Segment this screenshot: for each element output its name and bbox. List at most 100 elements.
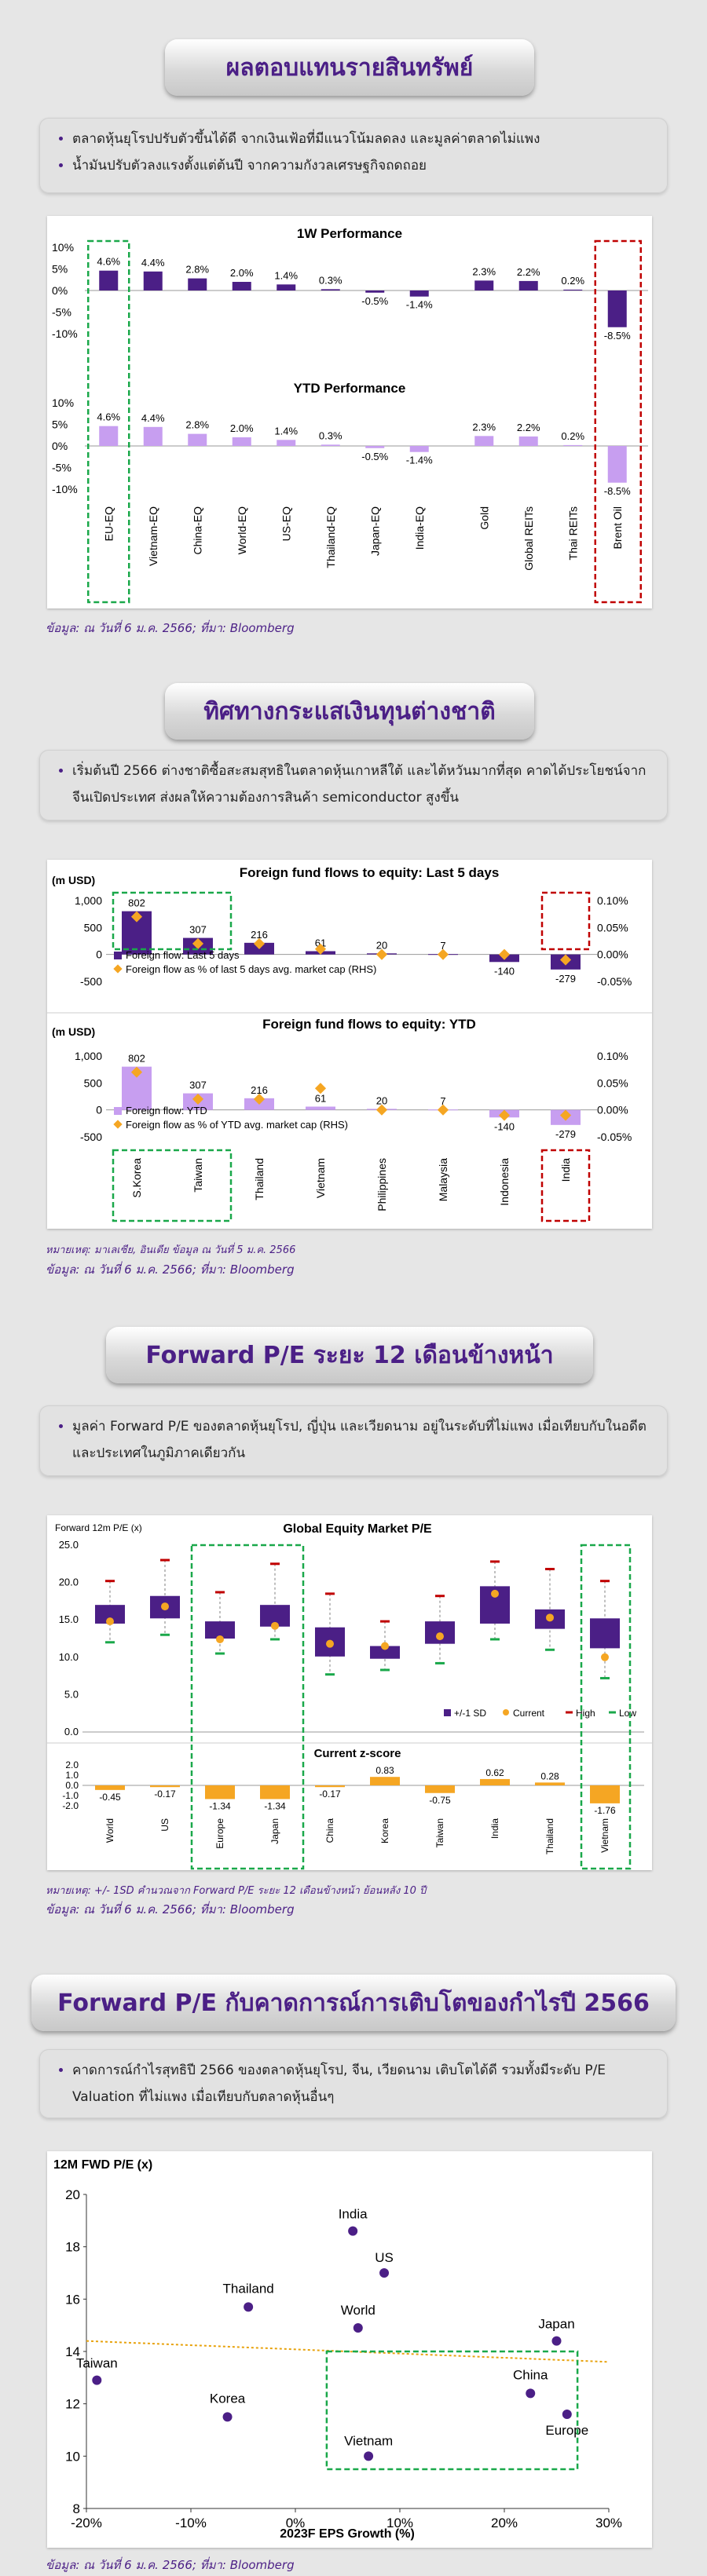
current-marker — [216, 1635, 224, 1643]
data-label: -140 — [494, 1120, 515, 1132]
data-label: -1.34 — [264, 1800, 286, 1811]
section2-title: ทิศทางกระแสเงินทุนต่างชาติ — [165, 683, 534, 740]
section2-note: หมายเหตุ: มาเลเซีย, อินเดีย ข้อมูล ณ วัน… — [46, 1244, 296, 1256]
bar — [474, 436, 494, 446]
y-tick-label: 0 — [96, 948, 102, 961]
highlight-box-green — [190, 1544, 305, 1870]
data-label: 61 — [315, 937, 326, 948]
rhs-tick-label: -0.05% — [597, 1131, 632, 1143]
sd-box — [95, 1605, 125, 1624]
data-label: 0.3% — [319, 274, 343, 286]
data-label: -279 — [555, 1128, 576, 1140]
y-tick-label: -10% — [52, 483, 78, 495]
point-label: US — [375, 2250, 394, 2265]
bar — [607, 446, 627, 483]
y-tick-label: 10.0 — [59, 1651, 79, 1663]
legend-label: High — [576, 1708, 595, 1719]
bar — [409, 290, 429, 297]
data-label: 20 — [376, 939, 387, 951]
bar — [409, 446, 429, 452]
sd-box — [205, 1621, 235, 1639]
y-tick-label: -5% — [52, 306, 71, 319]
y-tick-label: -10% — [52, 327, 78, 340]
y-tick-label: 25.0 — [59, 1539, 79, 1551]
data-label: -0.5% — [361, 295, 388, 307]
x-tick-label: Thailand — [544, 1818, 555, 1854]
data-label: 307 — [189, 1080, 207, 1091]
data-label: 2.2% — [517, 422, 540, 433]
scatter-chart-panel: 12M FWD P/E (x) 2023F EPS Growth (%) 20 18 1… — [47, 2151, 652, 2548]
y-tick-label: 1.0 — [65, 1770, 79, 1781]
rhs-marker — [253, 937, 266, 950]
bar — [306, 1106, 335, 1110]
data-label: -1.76 — [594, 1805, 616, 1816]
y-axis-label: Forward 12m P/E (x) — [55, 1522, 142, 1533]
rhs-marker — [559, 1109, 572, 1121]
section4-title: Forward P/E กับคาดการณ์การเติบโตของกำไรป… — [31, 1975, 676, 2031]
legend-swatch — [113, 964, 123, 974]
x-tick-label: India-EQ — [413, 506, 426, 550]
data-label: 2.2% — [517, 266, 540, 278]
y-axis-label: (m USD) — [52, 1025, 95, 1038]
data-label: -279 — [555, 973, 576, 985]
data-label: 216 — [251, 1084, 268, 1096]
x-tick-label: Taiwan — [434, 1818, 445, 1847]
bar — [143, 426, 163, 446]
x-tick-label: World — [104, 1818, 115, 1843]
x-tick-label: India — [559, 1158, 572, 1182]
x-tick-label: Japan-EQ — [368, 506, 381, 556]
x-axis-label: 2023F EPS Growth (%) — [280, 2527, 415, 2541]
point-label: Japan — [538, 2317, 574, 2332]
chart-title: Foreign fund flows to equity: Last 5 day… — [240, 865, 500, 880]
rhs-marker — [498, 1109, 511, 1121]
section2-bullets: เริ่มต้นปี 2566 ต่างชาติซื้อสะสมสุทธิในต… — [39, 750, 668, 820]
x-tick-label: Brent Oil — [611, 506, 624, 549]
rhs-tick-label: 0.05% — [597, 1076, 628, 1089]
scatter-chart: 12M FWD P/E (x) 2023F EPS Growth (%) 20 18 1… — [53, 2158, 622, 2541]
data-label: 4.4% — [141, 257, 165, 269]
highlight-box-green — [112, 891, 233, 951]
bar — [607, 290, 627, 327]
data-label: 0.62 — [485, 1767, 504, 1778]
section3-note: หมายเหตุ: +/- 1SD คำนวณจาก Forward P/E ร… — [46, 1885, 427, 1897]
scatter-point — [92, 2375, 102, 2385]
legend-label: +/-1 SD — [454, 1708, 486, 1719]
bar — [188, 433, 207, 446]
legend-label: Foreign flow: Last 5 days — [126, 949, 240, 961]
legend-label: Foreign flow: YTD — [126, 1105, 207, 1116]
data-label: 7 — [440, 940, 445, 952]
bullet: น้ำมันปรับตัวลงแรงตั้งแต่ต้นปี จากความกั… — [72, 152, 654, 179]
chart-title: Foreign fund flows to equity: YTD — [262, 1017, 476, 1032]
scatter-point — [551, 2336, 562, 2346]
rhs-marker — [437, 1104, 449, 1116]
data-label: -0.75 — [429, 1795, 451, 1806]
point-label: Vietnam — [344, 2433, 393, 2448]
x-tick-label: China-EQ — [191, 506, 203, 555]
current-marker — [161, 1602, 169, 1611]
data-label: 1.4% — [274, 425, 298, 437]
x-tick-label: US-EQ — [280, 506, 292, 541]
pe-chart-panel: Forward 12m P/E (x) Global Equity Market … — [47, 1515, 652, 1870]
data-label: 0.83 — [375, 1765, 394, 1776]
rhs-tick-label: 0.00% — [597, 948, 628, 961]
section1-bullets: ตลาดหุ้นยุโรปปรับตัวขึ้นได้ดี จากเงินเฟ้… — [39, 118, 668, 193]
x-tick-label: 30% — [595, 2516, 622, 2530]
bar — [370, 1777, 400, 1785]
legend-label: Low — [619, 1708, 636, 1719]
scatter-point — [526, 2388, 536, 2399]
y-tick-label: 5.0 — [64, 1688, 79, 1700]
chart-title: 1W Performance — [297, 226, 402, 241]
x-tick-label: Philippines — [375, 1158, 388, 1211]
data-label: -0.17 — [319, 1789, 341, 1800]
bar — [143, 271, 163, 290]
sd-box — [370, 1646, 400, 1659]
legend-label: Current — [513, 1708, 545, 1719]
section2-source: ข้อมูล: ณ วันที่ 6 ม.ค. 2566; ที่มา: Blo… — [46, 1262, 295, 1277]
x-tick-label: World-EQ — [236, 506, 248, 554]
bar — [474, 280, 494, 290]
highlight-box-green — [112, 1149, 233, 1222]
y-tick-label: -2.0 — [62, 1800, 79, 1811]
y-tick-label: 1,000 — [75, 1050, 102, 1062]
bar — [315, 1785, 345, 1788]
y-tick-label: -5% — [52, 462, 71, 474]
